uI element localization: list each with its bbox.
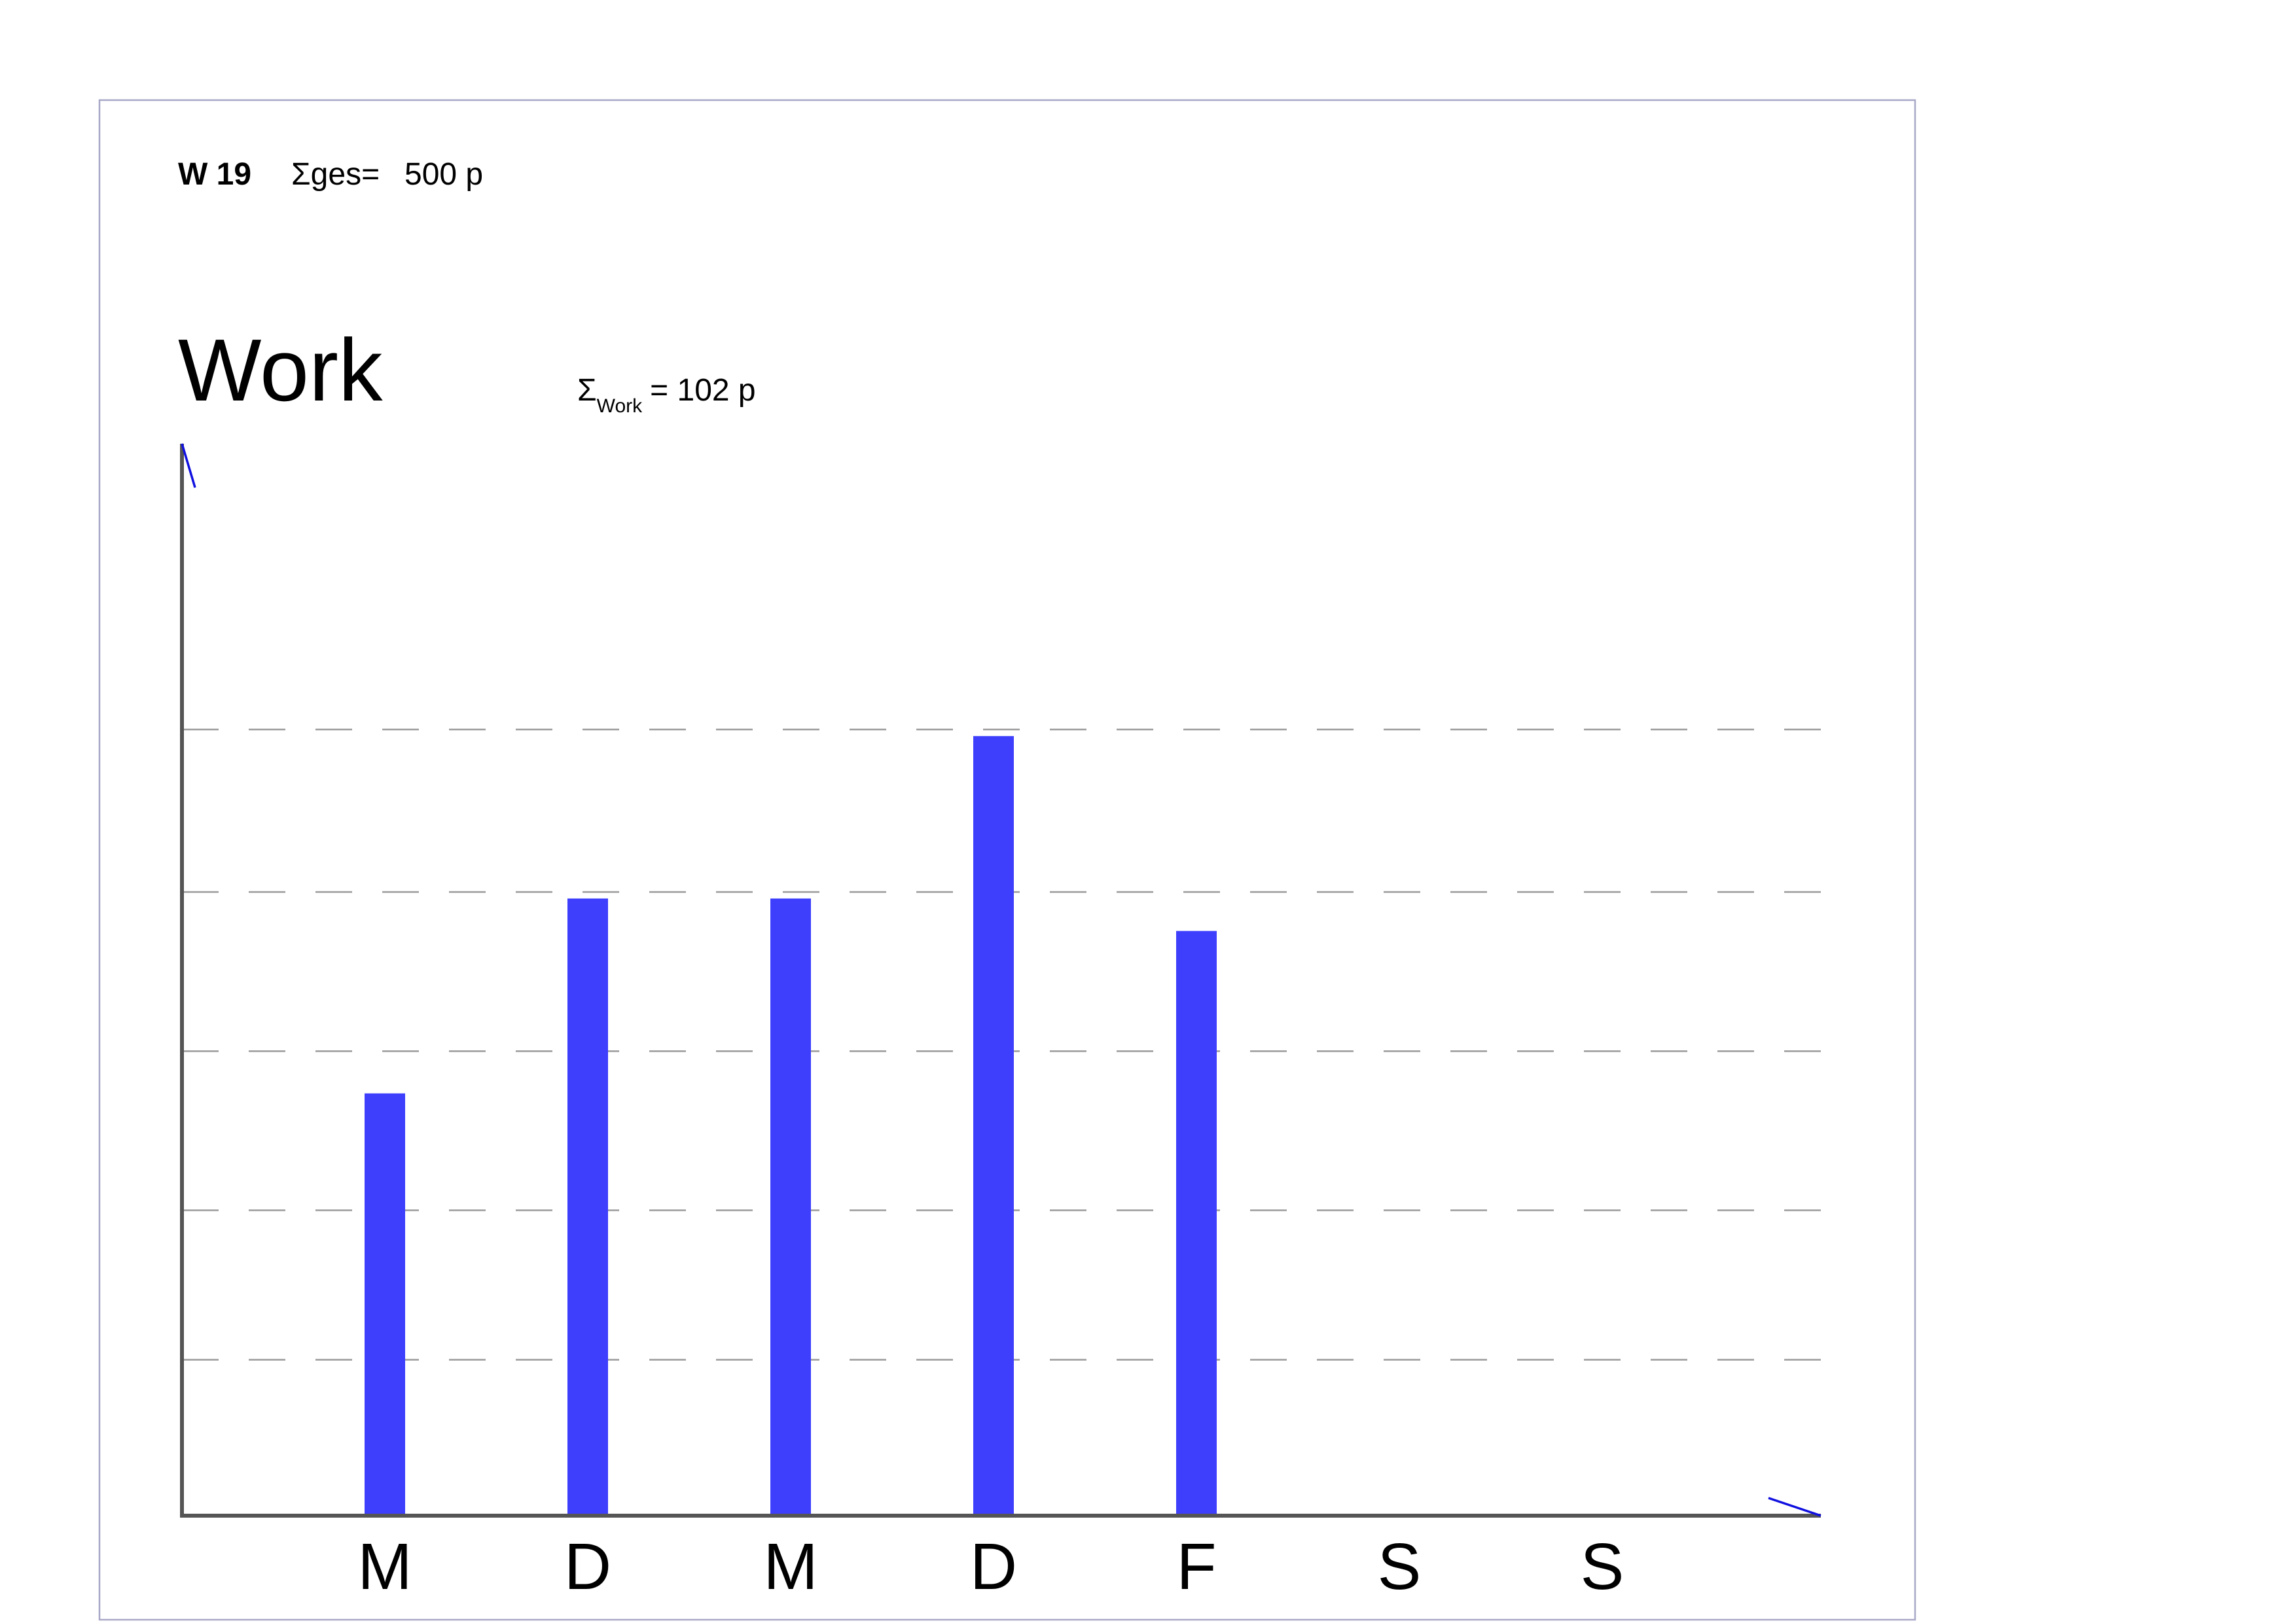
work-sum-subscript: Work [597,395,643,417]
total-label: Σges= [291,157,380,192]
bar-1-m [365,1093,405,1516]
x-tick-label-4: D [970,1530,1017,1603]
chart-title: Work [178,321,383,419]
x-tick-label-7: S [1581,1530,1624,1603]
bar-5-f [1176,931,1217,1516]
bar-4-d [973,736,1014,1516]
x-axis-arrowhead [1768,1497,1821,1517]
x-tick-label-3: M [763,1530,817,1603]
chart-frame [98,99,1916,1621]
bar-3-m [770,898,811,1516]
x-tick-label-5: F [1176,1530,1216,1603]
work-sum: ΣWork = 102 p [577,373,756,417]
x-tick-label-1: M [357,1530,412,1603]
week-label: W 19 [178,157,251,192]
y-axis-arrowhead [181,443,196,488]
x-tick-label-6: S [1378,1530,1422,1603]
work-sum-symbol: Σ [577,373,597,408]
bars [365,736,1217,1516]
total-value: 500 p [404,157,483,192]
x-tick-label-2: D [564,1530,611,1603]
bar-2-d [567,898,608,1516]
work-sum-value: = 102 p [650,373,755,408]
